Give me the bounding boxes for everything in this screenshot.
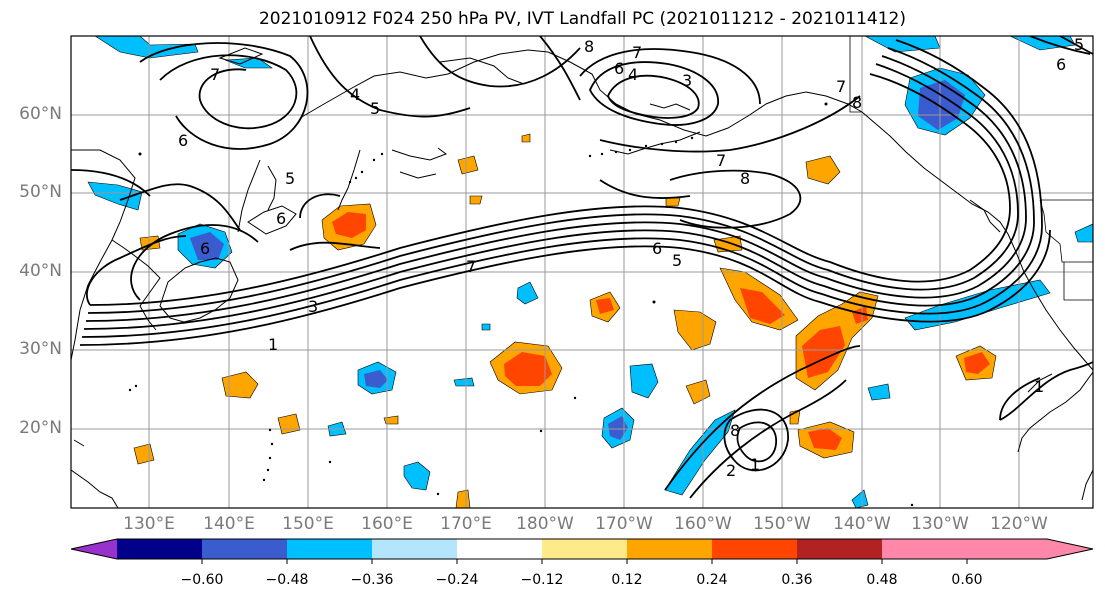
colorbar-segment — [202, 539, 287, 559]
contour-label: 5 — [285, 169, 295, 188]
contour-label: 6 — [614, 59, 624, 78]
contour-label: 7 — [716, 151, 726, 170]
lon-label: 170°W — [595, 514, 653, 534]
contour-label: 3 — [308, 297, 318, 316]
colorbar — [70, 538, 1094, 564]
positive-pv-shading — [133, 133, 997, 508]
lon-label: 160°E — [361, 514, 413, 534]
colorbar-tick-label: 0.24 — [696, 572, 728, 588]
colorbar-extend-low — [71, 539, 117, 559]
contour-label: 7 — [632, 43, 642, 62]
lon-label: 130°W — [911, 514, 969, 534]
contour-label: 6 — [1056, 55, 1066, 74]
lat-label: 20°N — [19, 418, 62, 438]
colorbar-tick-label: −0.60 — [180, 572, 224, 588]
islands — [128, 102, 914, 507]
map-title: 2021010912 F024 250 hPa PV, IVT Landfall… — [258, 9, 906, 29]
contour-label: 4 — [628, 65, 638, 84]
lon-label: 130°E — [123, 514, 175, 534]
map-plot-area: 8 7 6 4 3 7 5 4 7 8 6 5 6 6 3 1 7 6 5 7 … — [71, 35, 1093, 508]
lon-label: 140°E — [203, 514, 255, 534]
colorbar-segment — [797, 539, 882, 559]
lon-label: 160°W — [674, 514, 732, 534]
pv-contours — [71, 36, 1093, 499]
contour-label: 6 — [178, 131, 188, 150]
contour-label: 1 — [1034, 377, 1044, 396]
coastlines — [71, 47, 1093, 508]
colorbar-extend-high — [967, 539, 1093, 559]
contour-label: 3 — [682, 71, 692, 90]
contour-label: 7 — [836, 77, 846, 96]
lat-label: 50°N — [19, 182, 62, 202]
lon-label: 150°W — [753, 514, 811, 534]
contour-label: 7 — [210, 65, 220, 84]
colorbar-segment — [712, 539, 797, 559]
contour-label: 5 — [1074, 35, 1084, 54]
contour-label: 7 — [466, 257, 476, 276]
lon-label: 150°E — [282, 514, 334, 534]
map-frame — [70, 35, 1094, 509]
colorbar-tick-label: −0.36 — [350, 572, 394, 588]
contour-label: 6 — [276, 209, 286, 228]
contour-label: 8 — [730, 421, 740, 440]
colorbar-segment — [627, 539, 712, 559]
colorbar-tick-label: −0.48 — [265, 572, 309, 588]
colorbar-segment — [542, 539, 627, 559]
colorbar-tick-label: 0.36 — [781, 572, 813, 588]
lon-label: 170°E — [440, 514, 492, 534]
gridlines — [71, 36, 1093, 508]
colorbar-tick-label: 0.12 — [611, 572, 643, 588]
contour-label: 2 — [726, 461, 736, 480]
colorbar-segment — [117, 539, 202, 559]
contour-label: 8 — [852, 93, 862, 112]
lat-label: 60°N — [19, 104, 62, 124]
colorbar-segment — [287, 539, 372, 559]
colorbar-tick-label: −0.24 — [435, 572, 479, 588]
colorbar-segment — [372, 539, 457, 559]
lon-label: 180°W — [516, 514, 574, 534]
contour-label: 8 — [584, 37, 594, 56]
contour-label: 1 — [750, 455, 760, 474]
colorbar-tick-label: 0.60 — [951, 572, 983, 588]
contour-labels: 8 7 6 4 3 7 5 4 7 8 6 5 6 6 3 1 7 6 5 7 … — [178, 35, 1084, 480]
contour-label: 5 — [672, 251, 682, 270]
contour-label: 8 — [740, 169, 750, 188]
colorbar-segment — [457, 539, 542, 559]
lon-label: 140°W — [833, 514, 891, 534]
colorbar-tick-label: −0.12 — [520, 572, 564, 588]
colorbar-segment — [882, 539, 967, 559]
contour-label: 4 — [350, 85, 360, 104]
lat-label: 40°N — [19, 261, 62, 281]
contour-label: 6 — [200, 239, 210, 258]
colorbar-tick-label: 0.48 — [866, 572, 898, 588]
contour-label: 1 — [268, 335, 278, 354]
lon-label: 120°W — [990, 514, 1048, 534]
contour-label: 5 — [370, 99, 380, 118]
contour-label: 6 — [652, 239, 662, 258]
country-borders — [849, 36, 1093, 301]
lat-label: 30°N — [19, 339, 62, 359]
